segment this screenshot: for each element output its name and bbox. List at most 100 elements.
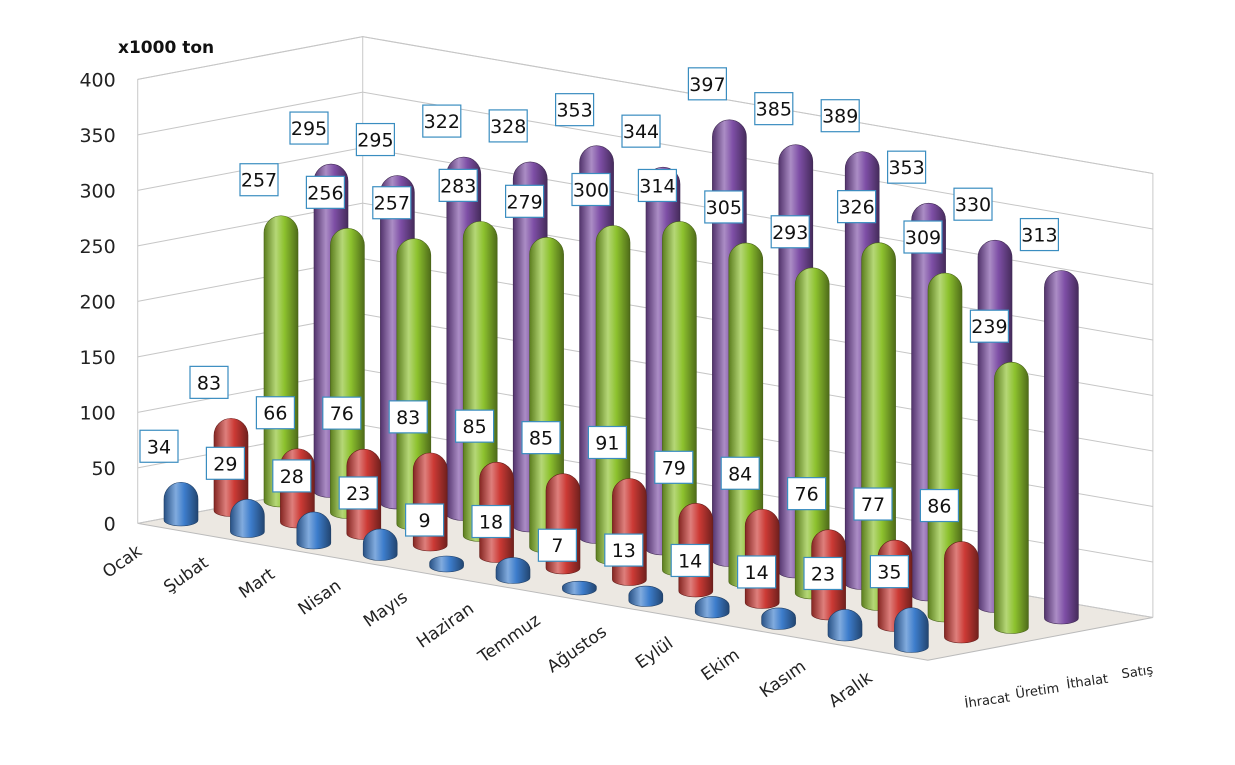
data-label-satis-agustos: 385 — [754, 92, 794, 126]
series-axis-labels: İhracat Üretim İthalat Satış — [964, 663, 1155, 712]
data-label-box — [189, 365, 229, 399]
data-label-text: 344 — [623, 121, 659, 143]
data-label-box — [953, 187, 993, 221]
bar-ihracat-kasim — [827, 609, 863, 642]
data-label-ihracat-temmuz: 7 — [537, 528, 578, 562]
data-label-text: 76 — [795, 484, 819, 506]
data-label-text: 353 — [888, 157, 924, 179]
data-label-box — [886, 150, 927, 184]
y-tick-label: 350 — [79, 125, 115, 147]
y-tick-label: 400 — [79, 69, 115, 91]
data-label-text: 28 — [280, 466, 304, 488]
data-label-text: 91 — [595, 432, 619, 454]
data-label-satis-eylul: 389 — [820, 99, 860, 133]
data-label-box — [736, 555, 777, 589]
data-label-uretim-aralik: 86 — [919, 488, 960, 523]
bar-ihracat-subat — [230, 499, 265, 538]
data-label-uretim-nisan: 83 — [388, 400, 428, 434]
data-label-box — [786, 477, 827, 511]
y-tick-label: 100 — [79, 402, 115, 424]
data-label-box — [587, 425, 628, 460]
data-label-satis-temmuz: 397 — [687, 67, 728, 101]
series-label-ihracat: İhracat — [964, 689, 1011, 711]
category-label-nisan: Nisan — [295, 576, 345, 620]
data-label-box — [205, 446, 245, 480]
bar-ihracat-eylul — [694, 596, 730, 619]
data-label-ihracat-mart: 28 — [272, 459, 312, 493]
data-label-box — [537, 528, 578, 562]
data-label-satis-subat: 295 — [355, 122, 395, 157]
category-label-subat: Şubat — [160, 553, 212, 598]
data-label-ihracat-kasim: 23 — [803, 556, 843, 591]
data-label-box — [438, 168, 478, 202]
data-label-ithalat-temmuz: 314 — [637, 168, 678, 203]
bar-uretim-aralik — [944, 541, 979, 644]
data-label-text: 85 — [529, 428, 553, 450]
bar-ihracat-agustos — [628, 585, 664, 607]
data-label-text: 322 — [424, 111, 460, 133]
bar-satis-aralik — [1044, 270, 1079, 625]
data-label-text: 300 — [573, 180, 609, 202]
gridline — [137, 36, 1153, 174]
y-tick-label: 50 — [92, 458, 116, 480]
data-label-ihracat-agustos: 13 — [604, 533, 644, 567]
bar-ihracat-nisan — [362, 528, 398, 561]
bar-uretim-temmuz — [612, 478, 647, 586]
data-label-box — [704, 190, 744, 224]
data-label-box — [820, 99, 860, 133]
data-label-box — [853, 487, 893, 521]
category-label-kasim: Kasım — [756, 656, 810, 702]
data-label-box — [505, 184, 545, 218]
y-tick-label: 0 — [104, 513, 116, 535]
bar-ihracat-ocak — [163, 481, 199, 527]
data-label-text: 35 — [877, 562, 901, 584]
data-label-box — [720, 456, 760, 490]
data-label-uretim-ekim: 76 — [786, 477, 827, 511]
series-label-satis: Satış — [1121, 663, 1155, 682]
data-label-satis-mayis: 353 — [554, 93, 595, 127]
data-label-text: 84 — [728, 463, 752, 485]
data-label-ithalat-ocak: 257 — [239, 163, 279, 197]
data-label-box — [621, 114, 661, 148]
data-label-text: 295 — [357, 130, 393, 152]
data-label-text: 77 — [861, 494, 885, 516]
data-label-text: 313 — [1021, 225, 1057, 247]
data-label-ihracat-ekim: 14 — [736, 555, 777, 589]
bars — [163, 119, 1079, 653]
data-label-box — [687, 67, 728, 101]
data-label-text: 34 — [147, 436, 171, 458]
category-label-aralik: Aralık — [825, 668, 876, 712]
data-label-box — [521, 421, 561, 455]
y-tick-label: 250 — [79, 236, 115, 258]
data-label-box — [554, 93, 595, 127]
y-tick-label: 150 — [79, 347, 115, 369]
category-label-ocak: Ocak — [99, 541, 146, 582]
bar-ihracat-mart — [296, 511, 332, 550]
data-label-text: 326 — [838, 197, 874, 219]
data-label-ihracat-ocak: 34 — [139, 429, 179, 463]
data-label-satis-aralik: 313 — [1019, 217, 1060, 252]
data-label-box — [322, 396, 362, 430]
data-label-box — [670, 543, 710, 578]
data-label-text: 257 — [241, 170, 277, 192]
data-label-text: 86 — [927, 496, 951, 518]
bar-ihracat-aralik — [894, 607, 929, 653]
data-label-box — [455, 409, 495, 443]
data-label-box — [836, 190, 877, 224]
data-label-box — [139, 429, 179, 463]
data-label-ithalat-agustos: 305 — [704, 190, 744, 224]
data-label-text: 239 — [971, 316, 1007, 338]
data-label-box — [604, 533, 644, 567]
category-label-temmuz: Temmuz — [474, 610, 544, 668]
data-label-ihracat-aralik: 35 — [869, 555, 910, 589]
data-label-text: 385 — [756, 99, 792, 121]
data-label-uretim-ocak: 83 — [189, 365, 229, 399]
data-label-satis-mart: 322 — [422, 104, 462, 138]
data-label-text: 314 — [639, 175, 675, 197]
data-label-ithalat-subat: 256 — [305, 175, 345, 209]
data-label-ihracat-eylul: 14 — [670, 543, 710, 578]
data-label-ithalat-haziran: 300 — [571, 172, 611, 207]
data-label-box — [372, 186, 412, 220]
data-label-box — [422, 104, 462, 138]
data-label-box — [471, 504, 511, 539]
